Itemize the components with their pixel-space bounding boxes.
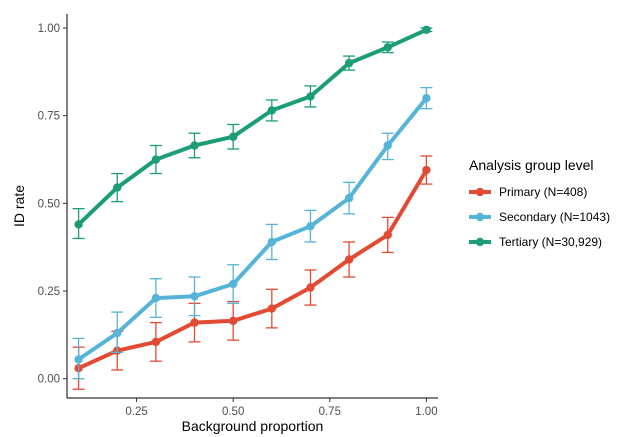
data-point: [383, 230, 392, 240]
data-point: [344, 193, 354, 203]
legend: Analysis group level Primary (N=408) Seco…: [469, 157, 610, 249]
data-point: [151, 337, 161, 347]
data-point: [190, 318, 199, 327]
data-point: [228, 279, 238, 289]
data-point: [422, 93, 431, 103]
x-tick-label: 0.50: [222, 406, 244, 418]
y-tick-label: 0.25: [38, 286, 60, 298]
data-point: [344, 255, 354, 264]
legend-label: Tertiary (N=30,929): [499, 235, 602, 249]
x-tick-label: 0.75: [319, 406, 341, 418]
data-point: [190, 141, 199, 150]
data-point: [228, 132, 238, 141]
legend-label: Secondary (N=1043): [499, 210, 610, 224]
data-point: [267, 237, 277, 247]
plot-panel: [72, 25, 433, 390]
series-1: [72, 155, 433, 390]
y-axis-title: ID rate: [11, 185, 27, 227]
series-line: [76, 168, 429, 371]
data-point: [383, 141, 392, 150]
data-point: [383, 43, 392, 52]
legend-item: Primary (N=408): [469, 185, 587, 199]
data-point: [422, 25, 431, 34]
y-tick-label: 0.75: [38, 111, 60, 123]
legend-title: Analysis group level: [469, 157, 594, 173]
x-axis-title: Background proportion: [182, 418, 324, 434]
data-point: [113, 328, 122, 338]
legend-key-point: [475, 212, 485, 222]
y-tick-label: 0.00: [38, 374, 60, 386]
legend-item: Tertiary (N=30,929): [469, 235, 602, 249]
legend-key-point: [475, 237, 485, 247]
y-tick-label: 1.00: [38, 23, 60, 35]
y-tick-label: 0.50: [38, 198, 60, 210]
data-point: [267, 106, 277, 115]
data-point: [113, 183, 122, 192]
legend-key-point: [475, 187, 485, 197]
data-point: [190, 292, 199, 301]
data-point: [344, 58, 354, 68]
data-point: [267, 304, 277, 313]
data-point: [228, 316, 238, 326]
data-point: [74, 220, 83, 229]
data-point: [306, 92, 315, 101]
data-point: [74, 355, 83, 364]
legend-label: Primary (N=408): [499, 185, 587, 199]
series-line: [76, 27, 429, 227]
data-point: [306, 283, 315, 292]
x-tick-label: 0.25: [125, 406, 147, 418]
axes: 0.00 0.25 0.50 0.75 1.00 0.25 0.50 0.75 1.00: [38, 14, 438, 418]
x-tick-label: 1.00: [415, 406, 437, 418]
series-line: [76, 96, 429, 362]
data-point: [151, 155, 161, 164]
series-3: [72, 25, 433, 240]
data-point: [151, 293, 161, 303]
series-2: [72, 86, 433, 380]
data-point: [422, 165, 431, 175]
legend-item: Secondary (N=1043): [469, 210, 610, 224]
data-point: [306, 221, 315, 231]
